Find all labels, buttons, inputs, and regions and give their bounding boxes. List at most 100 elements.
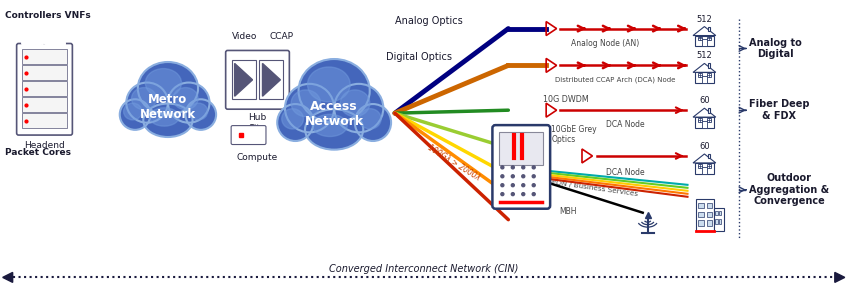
Bar <box>706 37 711 40</box>
Ellipse shape <box>132 88 156 110</box>
Text: PON / Business Services: PON / Business Services <box>551 179 638 197</box>
Circle shape <box>512 184 514 187</box>
Ellipse shape <box>306 110 362 149</box>
Text: Analog to
Digital: Analog to Digital <box>749 38 802 59</box>
Text: 512: 512 <box>696 15 712 24</box>
Text: Metro
Network: Metro Network <box>140 93 196 121</box>
Text: Headend: Headend <box>24 141 65 150</box>
Bar <box>259 60 283 99</box>
Circle shape <box>532 184 536 187</box>
Ellipse shape <box>150 108 179 126</box>
Text: Access
Network: Access Network <box>304 100 364 128</box>
Text: Converged Interconnect Network (CIN): Converged Interconnect Network (CIN) <box>329 264 518 274</box>
Ellipse shape <box>144 104 192 136</box>
Ellipse shape <box>285 84 334 132</box>
FancyBboxPatch shape <box>231 126 266 145</box>
Circle shape <box>501 175 504 178</box>
Bar <box>719 219 722 224</box>
Bar <box>696 199 714 231</box>
FancyBboxPatch shape <box>225 50 289 109</box>
Ellipse shape <box>334 84 383 132</box>
Circle shape <box>522 166 524 169</box>
Circle shape <box>532 175 536 178</box>
Ellipse shape <box>186 100 216 129</box>
Ellipse shape <box>120 100 150 129</box>
Ellipse shape <box>185 99 216 130</box>
Ellipse shape <box>168 83 209 122</box>
Polygon shape <box>235 63 252 96</box>
Ellipse shape <box>190 103 207 120</box>
Text: 10G DWDM: 10G DWDM <box>543 95 589 104</box>
Bar <box>706 73 711 77</box>
Circle shape <box>532 193 536 195</box>
Text: 10GbE Grey
Optics: 10GbE Grey Optics <box>551 125 597 144</box>
Circle shape <box>522 184 524 187</box>
Ellipse shape <box>298 59 370 122</box>
Ellipse shape <box>173 88 198 110</box>
Ellipse shape <box>335 85 382 132</box>
Ellipse shape <box>355 105 390 140</box>
Bar <box>500 132 543 165</box>
Circle shape <box>512 166 514 169</box>
Ellipse shape <box>168 83 210 123</box>
Polygon shape <box>835 272 845 283</box>
Bar <box>716 211 718 215</box>
Circle shape <box>512 175 514 178</box>
Text: Distributed CCAP Arch (DCA) Node: Distributed CCAP Arch (DCA) Node <box>555 76 675 83</box>
Bar <box>702 121 706 128</box>
Ellipse shape <box>360 109 381 129</box>
Bar <box>699 212 704 217</box>
Bar <box>716 219 718 224</box>
Bar <box>708 27 710 31</box>
Bar <box>21 97 67 112</box>
Ellipse shape <box>144 104 193 137</box>
Ellipse shape <box>145 69 182 97</box>
Text: 512: 512 <box>696 52 712 60</box>
Circle shape <box>512 193 514 195</box>
Text: Analog Optics: Analog Optics <box>395 15 462 26</box>
Ellipse shape <box>123 103 142 120</box>
Text: Analog Node (AN): Analog Node (AN) <box>570 38 639 47</box>
Polygon shape <box>3 272 13 283</box>
Bar <box>702 39 706 46</box>
Circle shape <box>21 35 36 49</box>
Bar <box>706 203 711 208</box>
Ellipse shape <box>139 63 197 114</box>
Ellipse shape <box>127 83 167 122</box>
Circle shape <box>501 166 504 169</box>
Circle shape <box>522 175 524 178</box>
Bar <box>21 49 67 64</box>
Bar <box>708 63 710 68</box>
FancyBboxPatch shape <box>17 44 72 135</box>
Circle shape <box>42 31 59 46</box>
Bar <box>699 37 702 40</box>
Text: Fiber Deep
& FDX: Fiber Deep & FDX <box>749 99 810 121</box>
Ellipse shape <box>312 114 348 136</box>
Text: Packet Cores: Packet Cores <box>5 148 71 157</box>
Bar <box>714 208 724 231</box>
Circle shape <box>501 184 504 187</box>
Bar <box>706 164 711 167</box>
Bar <box>699 73 702 77</box>
Bar <box>706 221 711 226</box>
Bar <box>21 65 67 80</box>
Bar <box>21 113 67 128</box>
Circle shape <box>30 28 48 46</box>
Bar <box>706 118 711 122</box>
Bar <box>699 118 702 122</box>
Bar <box>702 76 706 83</box>
Ellipse shape <box>300 60 369 122</box>
Ellipse shape <box>340 90 370 117</box>
Text: Video: Video <box>232 32 258 41</box>
Ellipse shape <box>278 105 313 140</box>
Bar <box>699 203 704 208</box>
Ellipse shape <box>354 104 391 141</box>
Text: 100Gλ > 2000λ: 100Gλ > 2000λ <box>426 143 481 183</box>
Text: 60: 60 <box>699 96 710 105</box>
Polygon shape <box>263 63 280 96</box>
Text: Digital Optics: Digital Optics <box>386 52 451 62</box>
Ellipse shape <box>281 109 303 129</box>
Bar <box>694 117 714 128</box>
Circle shape <box>522 193 524 195</box>
Text: Compute: Compute <box>237 153 278 162</box>
